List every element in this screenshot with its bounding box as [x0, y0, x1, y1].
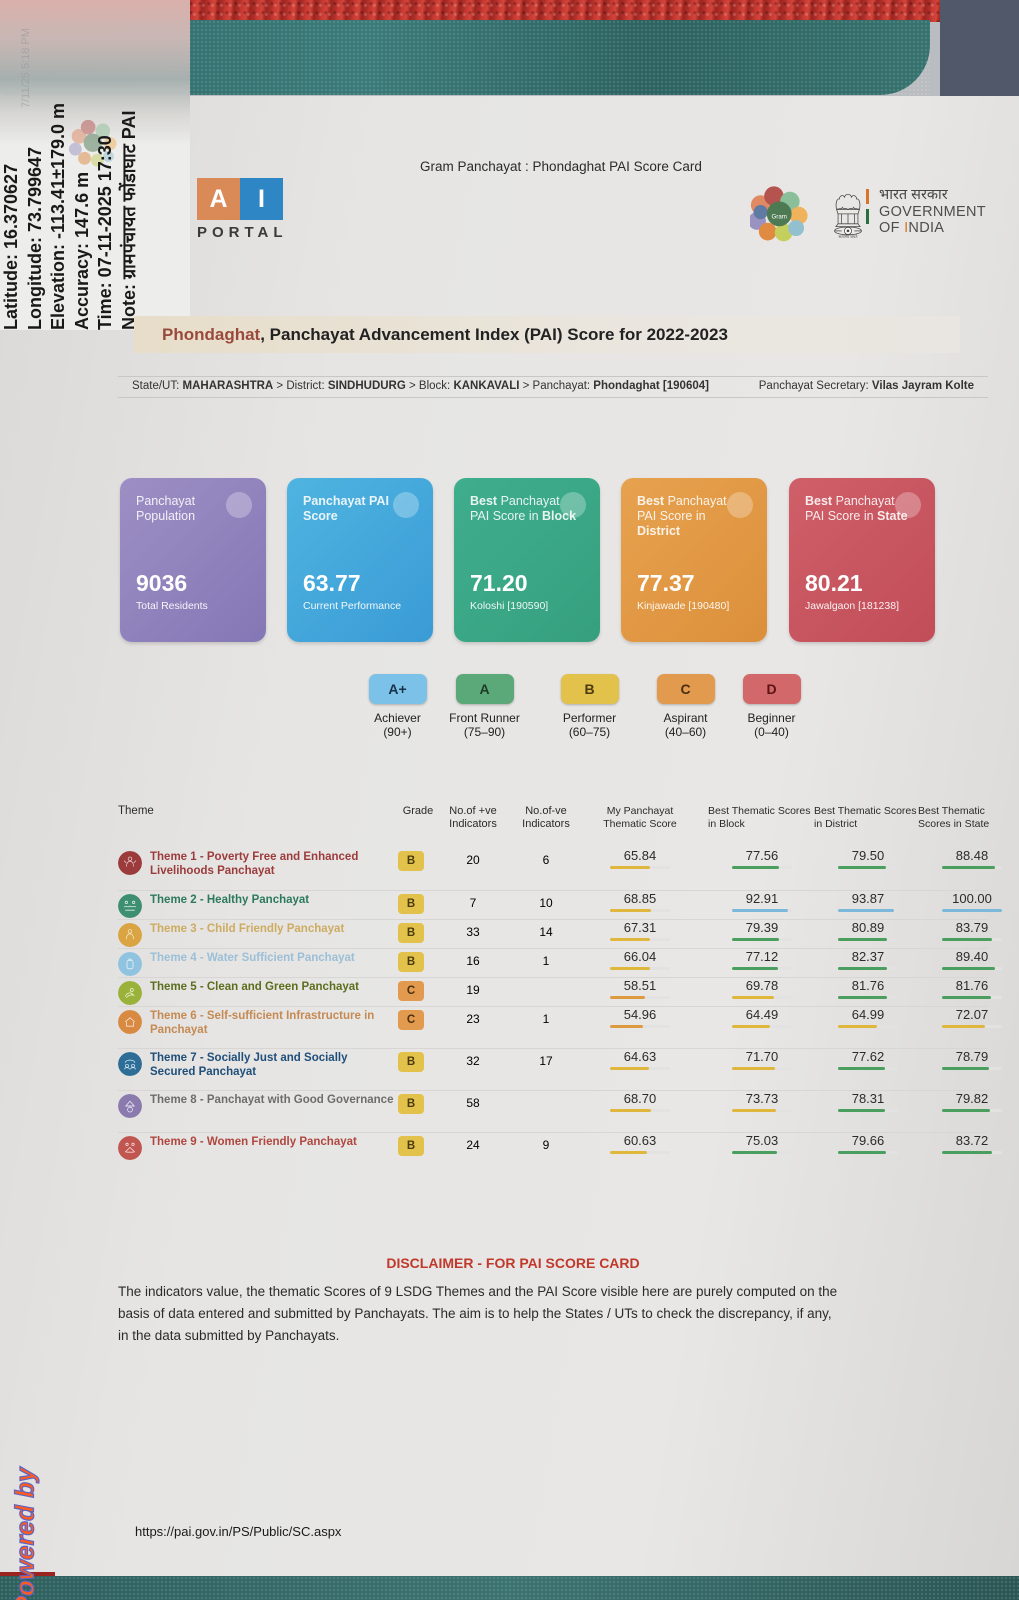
- svg-text:सत्यमेव जयते: सत्यमेव जयते: [839, 234, 859, 239]
- svg-text:Gram: Gram: [771, 213, 786, 220]
